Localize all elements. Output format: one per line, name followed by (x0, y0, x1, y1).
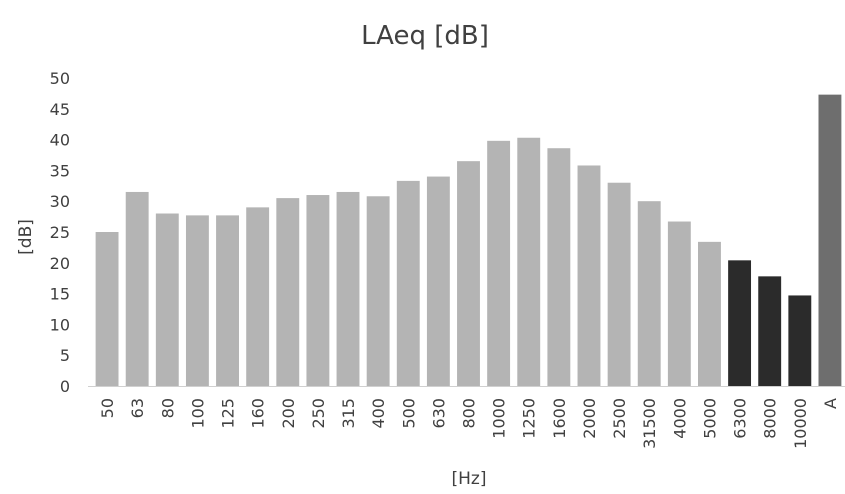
y-tick-label: 45 (50, 100, 70, 119)
bar (818, 94, 842, 386)
x-tick-label: 63 (128, 398, 147, 418)
x-tick-label: 1600 (550, 398, 569, 439)
bar (155, 213, 179, 386)
x-tick-label: 2500 (610, 398, 629, 439)
bar (216, 215, 239, 386)
bar (185, 215, 209, 386)
bar (667, 221, 691, 386)
chart-title: LAeq [dB] (361, 21, 489, 51)
x-tick-label: 1250 (520, 398, 539, 439)
bar (457, 161, 480, 386)
y-tick-label: 30 (50, 192, 70, 211)
bar (125, 191, 149, 386)
x-tick-label: 125 (219, 398, 238, 429)
bar (246, 207, 270, 386)
y-tick-label: 40 (50, 131, 70, 150)
x-tick-label: 1000 (490, 398, 509, 439)
bar (577, 165, 601, 386)
x-tick-label: 4000 (670, 398, 689, 439)
bar (95, 232, 119, 386)
bar (517, 137, 541, 386)
x-tick-label: 500 (399, 398, 418, 429)
bar (728, 260, 752, 386)
y-tick-label: 20 (50, 254, 70, 273)
y-axis-label: [dB] (16, 219, 36, 255)
bar (366, 196, 390, 386)
bar (547, 148, 571, 386)
x-tick-label: 6300 (731, 398, 750, 439)
bar (637, 201, 661, 386)
x-axis-ticks: 50 63 80 100 125 160 200 250 315 400 500 630 800 1000… (98, 398, 840, 449)
x-tick-label: 315 (339, 398, 358, 429)
bar (306, 195, 330, 386)
bar (607, 182, 631, 386)
x-tick-label: 10000 (791, 398, 810, 449)
y-tick-label: 35 (50, 161, 70, 180)
x-tick-label: 5000 (700, 398, 719, 439)
bar (396, 180, 420, 386)
y-tick-label: 25 (50, 223, 70, 242)
x-tick-label: 100 (188, 398, 207, 429)
x-tick-label: A (821, 398, 840, 409)
x-tick-label: 400 (369, 398, 388, 429)
x-tick-label: 630 (429, 398, 448, 429)
bar (276, 198, 300, 386)
bar (698, 241, 721, 386)
bars (95, 94, 842, 386)
x-tick-label: 80 (158, 398, 177, 418)
x-tick-label: 200 (279, 398, 298, 429)
x-tick-label: 31500 (640, 398, 659, 449)
bar (487, 140, 511, 386)
x-tick-label: 800 (460, 398, 479, 429)
y-tick-label: 10 (50, 315, 70, 334)
y-tick-label: 15 (50, 285, 70, 304)
bar (758, 276, 782, 386)
bar (788, 295, 812, 386)
x-tick-label: 250 (309, 398, 328, 429)
y-tick-label: 0 (60, 377, 70, 396)
bar (426, 176, 450, 386)
x-tick-label: 8000 (761, 398, 780, 439)
y-tick-label: 50 (50, 69, 70, 88)
x-tick-label: 50 (98, 398, 117, 418)
x-tick-label: 160 (249, 398, 268, 429)
x-tick-label: 2000 (580, 398, 599, 439)
x-axis-label: [Hz] (452, 469, 487, 489)
y-axis-ticks: 0 5 10 15 20 25 30 35 40 45 50 (50, 69, 70, 396)
y-tick-label: 5 (60, 346, 70, 365)
bar (336, 191, 360, 386)
